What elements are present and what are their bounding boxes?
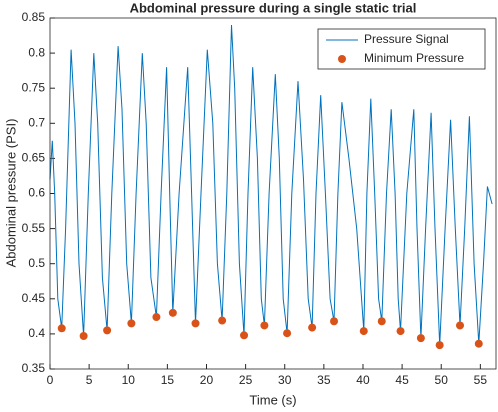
y-tick-label: 0.8 — [28, 45, 45, 59]
legend-swatch — [338, 55, 346, 63]
axes-box — [49, 17, 497, 370]
signal-line — [49, 24, 493, 346]
min-marker — [260, 321, 269, 330]
min-marker — [377, 317, 386, 326]
y-tick-label: 0.35 — [22, 361, 46, 375]
min-marker — [283, 329, 292, 338]
x-tick-label: 50 — [435, 373, 449, 387]
min-marker — [456, 321, 465, 330]
min-marker — [168, 308, 177, 317]
x-tick-label: 15 — [161, 373, 175, 387]
min-marker — [240, 331, 249, 340]
x-axis-label: Time (s) — [249, 392, 296, 407]
x-tick-label: 0 — [47, 373, 54, 387]
y-tick-label: 0.7 — [28, 115, 45, 129]
legend-label: Minimum Pressure — [364, 51, 464, 65]
min-marker — [330, 317, 339, 326]
x-tick-label: 5 — [86, 373, 93, 387]
legend-box — [317, 28, 486, 70]
min-marker — [152, 313, 161, 322]
x-tick-label: 55 — [474, 373, 488, 387]
min-marker — [308, 323, 317, 332]
x-tick-label: 30 — [278, 373, 292, 387]
y-tick-label: 0.4 — [28, 326, 45, 340]
min-marker — [396, 327, 405, 336]
min-marker — [474, 339, 483, 348]
min-marker — [416, 334, 425, 343]
min-marker — [435, 341, 444, 350]
x-tick-label: 45 — [395, 373, 409, 387]
y-tick-label: 0.75 — [22, 80, 46, 94]
chart-title: Abdominal pressure during a single stati… — [130, 0, 417, 15]
min-marker — [57, 324, 66, 333]
min-marker — [79, 332, 88, 341]
min-marker — [103, 326, 112, 335]
y-tick-label: 0.5 — [28, 256, 45, 270]
min-marker — [127, 319, 136, 328]
y-tick-label: 0.55 — [22, 221, 46, 235]
x-tick-label: 40 — [356, 373, 370, 387]
x-tick-label: 10 — [122, 373, 136, 387]
y-axis-label: Abdominal pressure (PSI) — [3, 119, 18, 268]
legend-label: Pressure Signal — [364, 32, 449, 46]
y-tick-label: 0.45 — [22, 291, 46, 305]
min-marker — [191, 319, 200, 328]
y-tick-label: 0.65 — [22, 151, 46, 165]
y-tick-label: 0.85 — [22, 10, 46, 24]
min-marker — [218, 316, 227, 325]
y-tick-label: 0.6 — [28, 186, 45, 200]
x-tick-label: 35 — [317, 373, 331, 387]
x-tick-label: 25 — [239, 373, 253, 387]
x-tick-label: 20 — [200, 373, 214, 387]
min-marker — [359, 327, 368, 336]
